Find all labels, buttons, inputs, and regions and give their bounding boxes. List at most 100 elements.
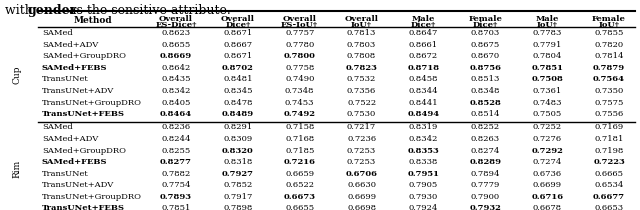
Text: 0.7276: 0.7276 xyxy=(532,135,562,143)
Text: 0.7217: 0.7217 xyxy=(347,123,376,131)
Text: 0.7879: 0.7879 xyxy=(593,64,625,72)
Text: 0.7253: 0.7253 xyxy=(347,147,376,155)
Text: 0.8342: 0.8342 xyxy=(409,135,438,143)
Text: 0.8348: 0.8348 xyxy=(470,87,500,95)
Text: 0.6706: 0.6706 xyxy=(346,170,378,178)
Text: 0.8263: 0.8263 xyxy=(471,135,500,143)
Text: SAMed+FEBS: SAMed+FEBS xyxy=(42,64,108,72)
Text: 0.6534: 0.6534 xyxy=(595,181,624,189)
Text: 0.8319: 0.8319 xyxy=(409,123,438,131)
Text: 0.7780: 0.7780 xyxy=(285,41,314,49)
Text: 0.7236: 0.7236 xyxy=(347,135,376,143)
Text: 0.8671: 0.8671 xyxy=(223,29,252,37)
Text: 0.7361: 0.7361 xyxy=(532,87,562,95)
Text: IoU†: IoU† xyxy=(351,21,372,29)
Text: ES-IoU†: ES-IoU† xyxy=(281,21,318,29)
Text: Overall: Overall xyxy=(159,14,193,23)
Text: 0.7851: 0.7851 xyxy=(161,205,191,210)
Text: 0.7252: 0.7252 xyxy=(532,123,562,131)
Text: TransUNet+FEBS: TransUNet+FEBS xyxy=(42,110,125,118)
Text: 0.8435: 0.8435 xyxy=(161,75,191,83)
Text: 0.8236: 0.8236 xyxy=(161,123,191,131)
Text: 0.7852: 0.7852 xyxy=(223,181,252,189)
Text: TransUNet: TransUNet xyxy=(42,170,89,178)
Text: 0.7564: 0.7564 xyxy=(593,75,625,83)
Text: 0.8464: 0.8464 xyxy=(160,110,192,118)
Text: 0.7348: 0.7348 xyxy=(285,87,314,95)
Text: 0.8489: 0.8489 xyxy=(221,110,254,118)
Text: 0.7556: 0.7556 xyxy=(595,110,624,118)
Text: with: with xyxy=(5,4,36,17)
Text: gender: gender xyxy=(27,4,76,17)
Text: 0.6522: 0.6522 xyxy=(285,181,314,189)
Text: TransUNet+FEBS: TransUNet+FEBS xyxy=(42,205,125,210)
Text: 0.6665: 0.6665 xyxy=(595,170,623,178)
Text: 0.7490: 0.7490 xyxy=(285,75,314,83)
Text: 0.7169: 0.7169 xyxy=(595,123,624,131)
Text: 0.7508: 0.7508 xyxy=(531,75,563,83)
Text: 0.8441: 0.8441 xyxy=(408,99,438,107)
Text: 0.8277: 0.8277 xyxy=(160,158,192,166)
Text: Dice†: Dice† xyxy=(473,21,498,29)
Text: 0.8718: 0.8718 xyxy=(408,64,440,72)
Text: 0.7894: 0.7894 xyxy=(470,170,500,178)
Text: 0.7216: 0.7216 xyxy=(284,158,316,166)
Text: 0.7530: 0.7530 xyxy=(347,110,376,118)
Text: 0.8309: 0.8309 xyxy=(223,135,252,143)
Text: Female: Female xyxy=(592,14,626,23)
Text: as the sensitive attribute.: as the sensitive attribute. xyxy=(65,4,231,17)
Text: 0.8255: 0.8255 xyxy=(161,147,191,155)
Text: 0.7882: 0.7882 xyxy=(161,170,191,178)
Text: Male: Male xyxy=(412,14,435,23)
Text: 0.7905: 0.7905 xyxy=(409,181,438,189)
Text: 0.7813: 0.7813 xyxy=(347,29,376,37)
Text: 0.8342: 0.8342 xyxy=(161,87,191,95)
Text: 0.8458: 0.8458 xyxy=(409,75,438,83)
Text: 0.7532: 0.7532 xyxy=(347,75,376,83)
Text: 0.7808: 0.7808 xyxy=(347,52,376,60)
Text: 0.7223: 0.7223 xyxy=(593,158,625,166)
Text: 0.7917: 0.7917 xyxy=(223,193,253,201)
Text: ES-Dice†: ES-Dice† xyxy=(156,21,196,29)
Text: 0.7505: 0.7505 xyxy=(532,110,562,118)
Text: 0.7575: 0.7575 xyxy=(595,99,624,107)
Text: 0.7924: 0.7924 xyxy=(409,205,438,210)
Text: 0.8345: 0.8345 xyxy=(223,87,253,95)
Text: 0.6699: 0.6699 xyxy=(347,193,376,201)
Text: 0.8675: 0.8675 xyxy=(470,41,500,49)
Text: 0.6698: 0.6698 xyxy=(347,205,376,210)
Text: 0.7804: 0.7804 xyxy=(532,52,562,60)
Text: SAMed+GroupDRO: SAMed+GroupDRO xyxy=(42,147,126,155)
Text: 0.7893: 0.7893 xyxy=(160,193,192,201)
Text: 0.8274: 0.8274 xyxy=(470,147,500,155)
Text: 0.7800: 0.7800 xyxy=(284,52,316,60)
Text: 0.7900: 0.7900 xyxy=(471,193,500,201)
Text: TransUNet+ADV: TransUNet+ADV xyxy=(42,181,115,189)
Text: SAMed+FEBS: SAMed+FEBS xyxy=(42,158,108,166)
Text: 0.7932: 0.7932 xyxy=(469,205,501,210)
Text: 0.7181: 0.7181 xyxy=(595,135,624,143)
Text: 0.7820: 0.7820 xyxy=(595,41,623,49)
Text: 0.8655: 0.8655 xyxy=(161,41,191,49)
Text: 0.6659: 0.6659 xyxy=(285,170,314,178)
Text: 0.7274: 0.7274 xyxy=(532,158,562,166)
Text: 0.6653: 0.6653 xyxy=(595,205,623,210)
Text: 0.8528: 0.8528 xyxy=(469,99,501,107)
Text: 0.8661: 0.8661 xyxy=(409,41,438,49)
Text: 0.7951: 0.7951 xyxy=(408,170,440,178)
Text: 0.8318: 0.8318 xyxy=(223,158,253,166)
Text: 0.7253: 0.7253 xyxy=(347,158,376,166)
Text: 0.7758: 0.7758 xyxy=(285,64,314,72)
Text: 0.8642: 0.8642 xyxy=(161,64,191,72)
Text: 0.8623: 0.8623 xyxy=(161,29,191,37)
Text: 0.8252: 0.8252 xyxy=(471,123,500,131)
Text: 0.8344: 0.8344 xyxy=(408,87,438,95)
Text: 0.8289: 0.8289 xyxy=(469,158,501,166)
Text: Cup: Cup xyxy=(13,65,22,84)
Text: 0.7292: 0.7292 xyxy=(531,147,563,155)
Text: 0.8244: 0.8244 xyxy=(161,135,191,143)
Text: 0.6699: 0.6699 xyxy=(532,181,562,189)
Text: 0.6677: 0.6677 xyxy=(593,193,625,201)
Text: 0.7492: 0.7492 xyxy=(284,110,316,118)
Text: 0.8647: 0.8647 xyxy=(409,29,438,37)
